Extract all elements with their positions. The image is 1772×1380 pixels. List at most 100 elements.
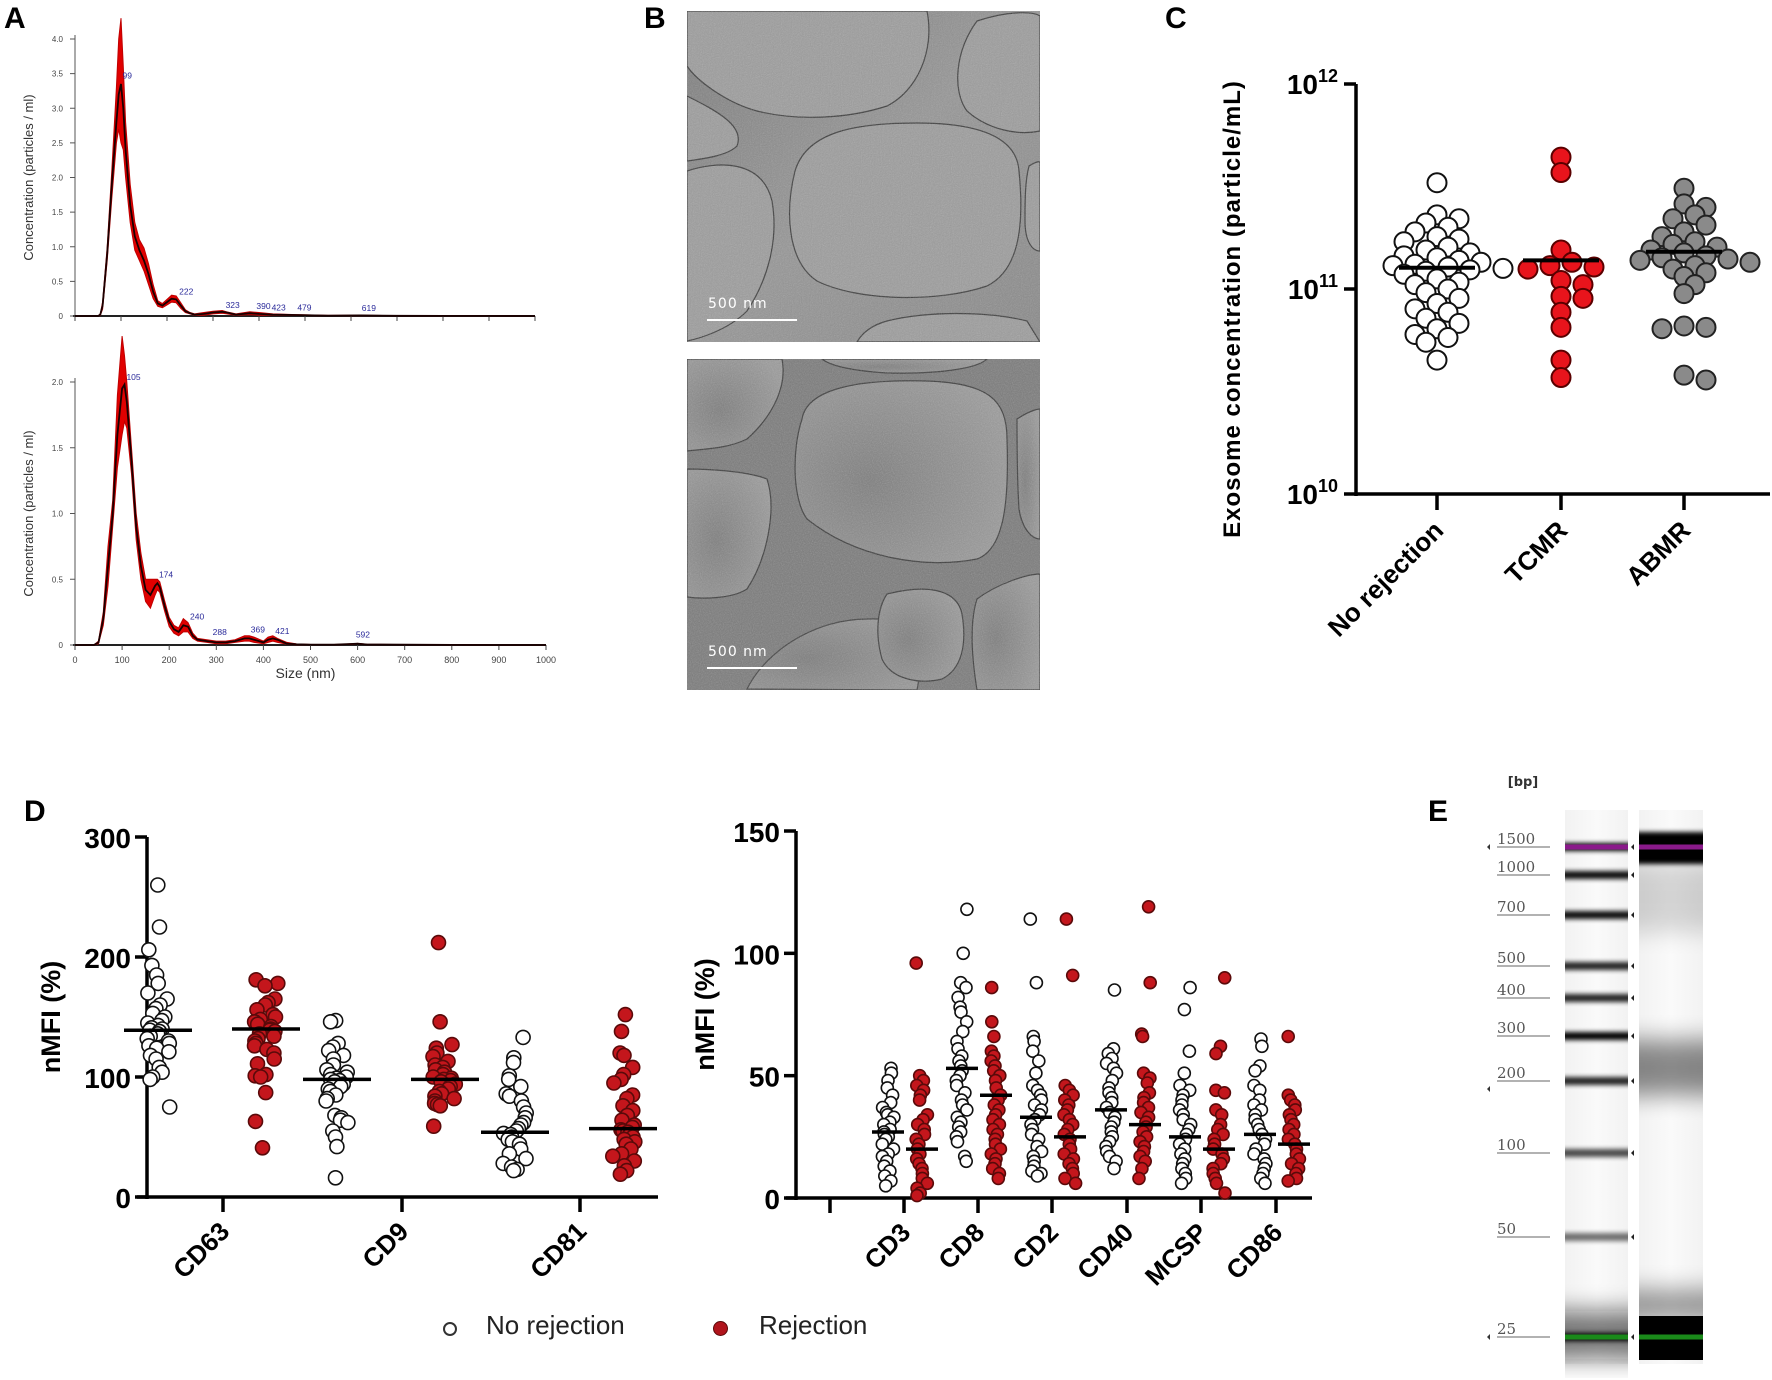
panel-label-e: E	[1428, 795, 1449, 828]
y-tick-label: 100	[733, 939, 780, 970]
data-point	[247, 1113, 264, 1130]
data-point	[257, 1084, 274, 1101]
band-arrow-icon	[1631, 1234, 1634, 1240]
band-arrow-icon	[1631, 995, 1634, 1001]
x-tick-label: MCSP	[1139, 1217, 1213, 1291]
data-point	[150, 975, 166, 992]
y-tick-label: 1.5	[52, 444, 64, 453]
ladder-band	[1565, 994, 1628, 1002]
error-band	[75, 335, 546, 646]
y-tick-base: 10	[1288, 274, 1319, 305]
data-point	[1550, 162, 1572, 184]
data-point	[959, 980, 973, 995]
data-point	[446, 1090, 462, 1107]
data-point	[327, 1169, 344, 1186]
peak-label: 592	[356, 630, 370, 640]
peak-label: 479	[297, 303, 311, 313]
scatter-group-cd86-rejection	[1278, 1029, 1310, 1188]
x-tick-label: CD81	[524, 1216, 592, 1284]
data-point	[1673, 283, 1695, 305]
peak-label: 105	[126, 372, 140, 382]
data-point	[518, 1150, 534, 1167]
data-point	[340, 1114, 356, 1131]
data-point	[1183, 980, 1197, 995]
peak-label: 390	[256, 301, 270, 311]
y-tick-label: 1.0	[52, 243, 64, 252]
x-tick-label: CD9	[356, 1216, 414, 1274]
data-point	[1629, 249, 1651, 271]
error-band	[75, 18, 536, 317]
data-point	[1143, 975, 1157, 990]
sample-smear-200	[1639, 1040, 1703, 1095]
y-tick-label: 1012	[1287, 66, 1338, 100]
sample-marker-lower	[1639, 1334, 1703, 1340]
data-point	[910, 1188, 924, 1203]
y-tick-label: 0	[59, 312, 64, 321]
ladder-band-50: 50	[1497, 1220, 1634, 1241]
y-tick-label: 150	[733, 817, 780, 848]
x-tick-label: ABMR	[1620, 515, 1697, 592]
y-tick-base: 10	[1287, 69, 1318, 100]
data-point	[1673, 315, 1695, 337]
ladder-label: 200	[1497, 1064, 1526, 1082]
data-point	[959, 1154, 974, 1169]
ladder-band-25: 25	[1497, 1311, 1634, 1359]
scatter-group-cd8-rejection	[980, 980, 1012, 1186]
data-point	[322, 1014, 339, 1030]
band-arrow-icon	[1631, 1078, 1634, 1084]
x-tick-label: CD86	[1220, 1217, 1288, 1285]
data-point	[161, 1043, 177, 1060]
scatter-group-abmr	[1629, 177, 1761, 391]
data-point	[1517, 258, 1539, 280]
x-tick-label: CD2	[1006, 1217, 1064, 1275]
side-arrow-icon	[1487, 1334, 1490, 1340]
data-point	[141, 942, 157, 958]
scatter-group-cd81-no-rejection	[481, 1029, 549, 1179]
data-point	[161, 1099, 178, 1115]
data-point	[257, 978, 273, 994]
data-point	[984, 1015, 999, 1029]
data-point	[909, 956, 924, 970]
data-point	[617, 1006, 634, 1023]
data-point	[329, 1138, 345, 1155]
data-point	[1550, 316, 1572, 338]
panel-label-b: B	[644, 2, 666, 35]
band-arrow-icon	[1631, 963, 1634, 969]
scale-bar-top	[707, 319, 797, 321]
y-tick-label: 1011	[1288, 271, 1338, 305]
y-tick-label: 1010	[1287, 476, 1338, 510]
ladder-band	[1565, 911, 1628, 919]
data-point	[606, 1075, 622, 1091]
data-point	[430, 934, 447, 951]
marker-band	[1565, 1334, 1628, 1340]
x-tick-label: No rejection	[1322, 515, 1449, 642]
panel-e-bioanalyzer-gel: [bp] 1500 1000 700 500 400 300 200 100 50 25	[1487, 775, 1703, 1364]
data-point	[425, 1118, 442, 1135]
data-point	[269, 975, 286, 992]
data-point	[432, 1097, 449, 1114]
ladder-band	[1565, 1233, 1628, 1241]
data-point	[1107, 1161, 1121, 1176]
peak-label: 99	[123, 71, 133, 81]
em-micrograph-bottom	[687, 359, 1040, 690]
peak-label: 222	[179, 287, 193, 297]
ladder-lane	[1565, 810, 1628, 1364]
y-axis-label: nMFI (%)	[36, 961, 66, 1073]
scatter-group-no-rejection	[1382, 172, 1514, 371]
data-point	[1177, 1066, 1192, 1081]
nta-plot-bottom: 0 0.5 1.0 1.5 2.0 0 100 200 300 400 500 600 700 800 90…	[21, 335, 556, 681]
sample-lower-gradient	[1639, 1290, 1703, 1320]
x-tick-label: 700	[397, 655, 412, 665]
data-point	[1426, 172, 1448, 194]
data-point	[1217, 971, 1232, 985]
ladder-band-100: 100	[1497, 1136, 1634, 1157]
data-point	[505, 1054, 522, 1071]
data-point	[1739, 251, 1761, 273]
data-point	[1177, 1002, 1192, 1017]
data-point	[1182, 1044, 1197, 1059]
scatter-group-mcsp-no-rejection	[1169, 980, 1201, 1191]
data-point	[500, 1071, 517, 1088]
y-tick-exponent: 11	[1319, 271, 1338, 291]
data-point	[1492, 257, 1514, 279]
